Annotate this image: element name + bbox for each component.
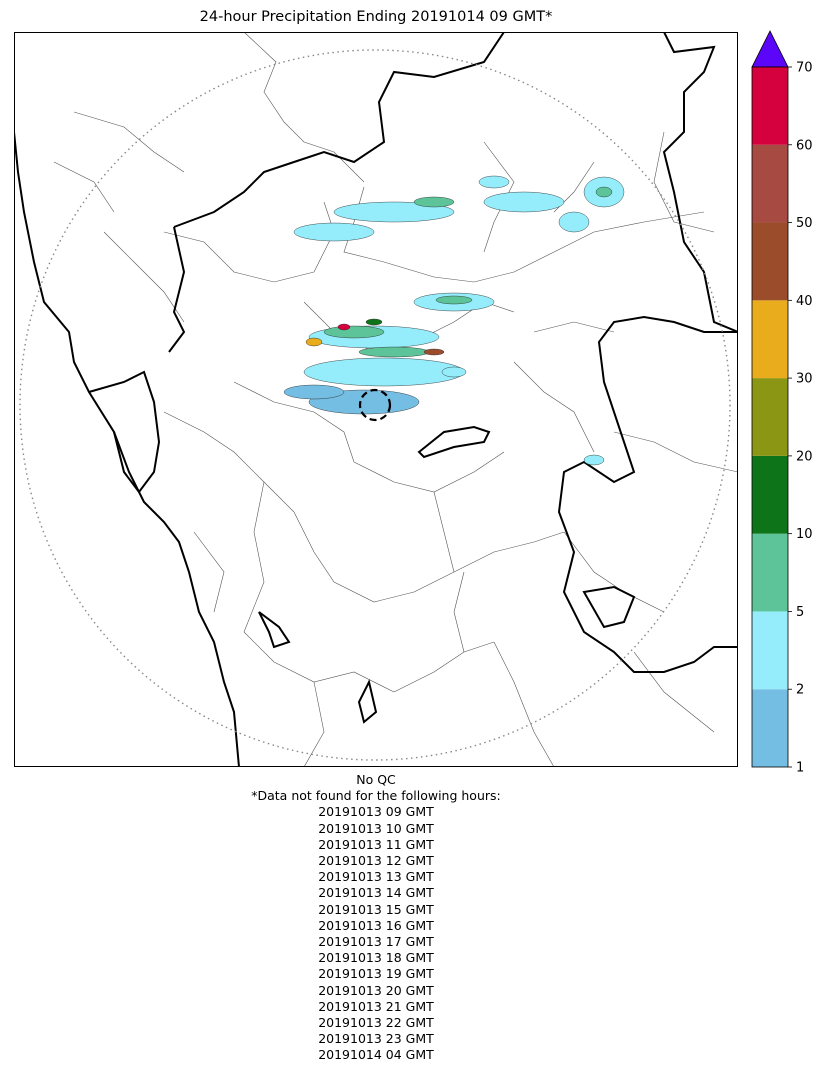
- colorbar-tick-label: 10: [796, 527, 813, 542]
- colorbar-segment: [752, 378, 788, 456]
- colorbar-outline: [751, 66, 789, 768]
- missing-hour-item: 20191013 11 GMT: [318, 836, 434, 852]
- district-boundaries: [53, 32, 738, 767]
- qc-note: No QC: [356, 772, 396, 787]
- colorbar-tick-label: 40: [796, 294, 813, 309]
- precipitation-map: [14, 32, 738, 767]
- map-title: 24-hour Precipitation Ending 20191014 09…: [199, 9, 553, 25]
- missing-data-header: *Data not found for the following hours:: [251, 788, 501, 804]
- missing-hours-list: 20191013 09 GMT 20191013 10 GMT 20191013 1…: [14, 804, 738, 1063]
- colorbar-segment: [752, 300, 788, 379]
- colorbar-segment: [752, 533, 788, 612]
- colorbar-segments: [751, 30, 789, 768]
- colorbar-tick-label: 2: [796, 683, 804, 698]
- colorbar-segment: [752, 611, 788, 690]
- colorbar-tick-label: 1: [796, 761, 804, 774]
- missing-hour-item: 20191013 17 GMT: [318, 934, 434, 950]
- colorbar-segment: [752, 67, 788, 145]
- state-boundaries: [14, 32, 738, 767]
- radar-range-ring: [19, 49, 731, 761]
- missing-hour-item: 20191013 16 GMT: [318, 917, 434, 933]
- colorbar-extend-max: [751, 30, 789, 68]
- map-border: [14, 32, 738, 767]
- missing-hour-item: 20191013 22 GMT: [318, 1015, 434, 1031]
- precipitation-cells: [283, 175, 625, 466]
- missing-hour-item: 20191013 10 GMT: [318, 820, 434, 836]
- colorbar-segment: [752, 222, 788, 301]
- colorbar-tick-label: 70: [796, 61, 813, 76]
- colorbar-ticks: 1 2 5 10 20 30 40 50 60 70: [788, 61, 813, 774]
- missing-hour-item: 20191013 15 GMT: [318, 901, 434, 917]
- footer-notes: No QC *Data not found for the following …: [14, 772, 738, 1064]
- colorbar-tick-label: 60: [796, 138, 813, 153]
- colorbar-tick-label: 50: [796, 216, 813, 231]
- colorbar-segment: [752, 455, 788, 534]
- colorbar-tick-label: 20: [796, 449, 813, 464]
- missing-hour-item: 20191014 04 GMT: [318, 1047, 434, 1063]
- missing-hour-item: 20191013 18 GMT: [318, 950, 434, 966]
- missing-hour-item: 20191013 09 GMT: [318, 804, 434, 820]
- colorbar-tick-label: 5: [796, 605, 804, 620]
- missing-hour-item: 20191013 14 GMT: [318, 885, 434, 901]
- missing-hour-item: 20191013 13 GMT: [318, 869, 434, 885]
- colorbar-segment: [752, 689, 788, 767]
- missing-hour-item: 20191013 23 GMT: [318, 1031, 434, 1047]
- precipitation-colorbar: 1 2 5 10 20 30 40 50 60 70: [751, 30, 813, 774]
- missing-hour-item: 20191013 21 GMT: [318, 998, 434, 1014]
- colorbar-segment: [752, 144, 788, 223]
- radar-site-marker: [358, 388, 392, 422]
- missing-hour-item: 20191013 12 GMT: [318, 853, 434, 869]
- missing-hour-item: 20191013 20 GMT: [318, 982, 434, 998]
- colorbar-tick-label: 30: [796, 372, 813, 387]
- missing-hour-item: 20191013 19 GMT: [318, 966, 434, 982]
